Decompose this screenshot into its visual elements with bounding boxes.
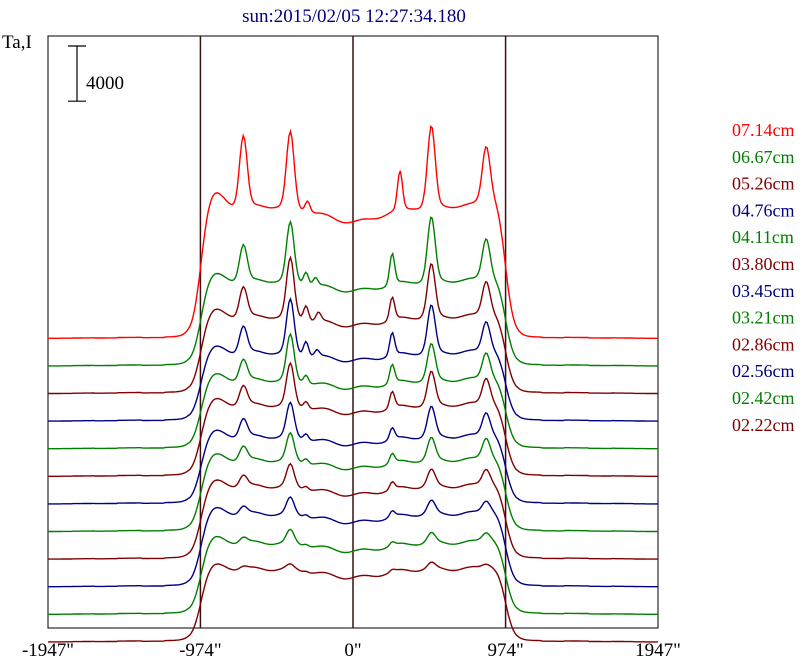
legend-entry-02.56cm: 02.56cm: [732, 361, 795, 381]
x-tick-label-4: 1947": [635, 640, 681, 661]
x-tick-label-2: 0": [344, 640, 361, 661]
legend-entry-04.11cm: 04.11cm: [732, 227, 794, 247]
series-line-03.21cm: [48, 431, 658, 533]
series-line-05.26cm: [48, 255, 658, 395]
legend-entry-05.26cm: 05.26cm: [732, 174, 795, 194]
series-line-04.11cm: [48, 332, 658, 450]
series-line-02.42cm: [48, 528, 658, 615]
chart-title: sun:2015/02/05 12:27:34.180: [242, 6, 466, 27]
series-traces: [48, 125, 658, 643]
legend-entry-04.76cm: 04.76cm: [732, 200, 795, 220]
x-tick-labels: -1947" -974" 0" 974" 1947": [22, 640, 681, 661]
legend-entry-02.86cm: 02.86cm: [732, 334, 795, 354]
legend-entry-07.14cm: 07.14cm: [732, 120, 795, 140]
legend: 07.14cm 06.67cm 05.26cm 04.76cm 04.11cm 03.80…: [732, 120, 795, 435]
series-line-02.22cm: [48, 561, 658, 643]
series-line-02.86cm: [48, 462, 658, 560]
legend-entry-02.42cm: 02.42cm: [732, 388, 795, 408]
legend-entry-03.21cm: 03.21cm: [732, 308, 795, 328]
series-line-03.80cm: [48, 361, 658, 477]
legend-entry-03.80cm: 03.80cm: [732, 254, 795, 274]
series-line-07.14cm: [48, 125, 658, 339]
y-axis-label: Ta,I: [2, 32, 32, 53]
series-line-04.76cm: [48, 296, 658, 422]
x-tick-label-1: -974": [179, 640, 222, 661]
scale-bar: [68, 45, 86, 102]
series-line-06.67cm: [48, 216, 658, 367]
x-tick-label-0: -1947": [22, 640, 74, 661]
series-line-02.56cm: [48, 496, 658, 588]
legend-entry-02.22cm: 02.22cm: [732, 415, 795, 435]
series-line-03.45cm: [48, 401, 658, 505]
legend-entry-06.67cm: 06.67cm: [732, 147, 795, 167]
x-tick-label-3: 974": [487, 640, 523, 661]
vertical-reference-lines: [199, 36, 507, 628]
scale-bar-label: 4000: [86, 73, 124, 94]
legend-entry-03.45cm: 03.45cm: [732, 281, 795, 301]
